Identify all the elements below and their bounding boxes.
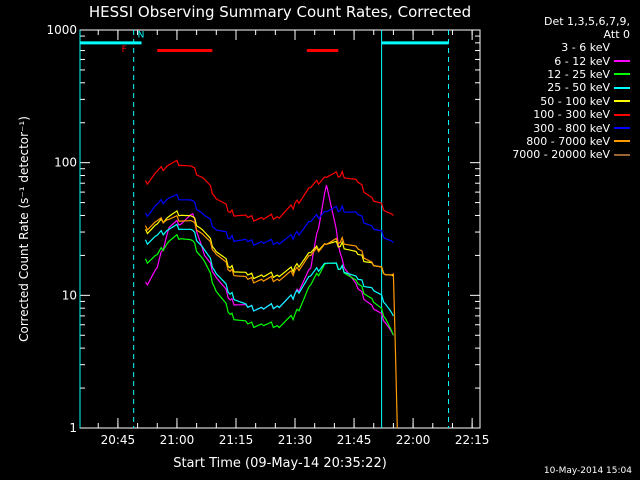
legend-swatch [614,60,630,63]
series-line [145,201,394,331]
legend-item: 50 - 100 keV [480,95,630,108]
legend-label: 12 - 25 keV [547,67,610,81]
legend-item: 6 - 12 keV [480,54,630,68]
legend-label: 100 - 300 keV [533,108,610,122]
plot-frame [79,29,481,429]
x-tick-label: 21:30 [278,433,313,447]
legend-label: 50 - 100 keV [540,94,610,108]
legend-item: 100 - 300 keV [480,108,630,121]
legend-label: 3 - 6 keV [561,41,610,55]
legend-swatch [614,113,630,116]
legend-item: 800 - 7000 keV [480,135,630,148]
series-line [144,193,394,247]
y-axis-label: Corrected Count Rate (s⁻¹ detector⁻¹) [17,116,31,342]
legend-item: 7000 - 20000 keV [480,148,630,161]
y-tick-label: 1000 [46,23,77,37]
legend-swatch [614,153,630,156]
legend-swatch [614,86,630,89]
flag-label-f: F [122,45,127,55]
series-line [144,209,394,280]
legend-swatch [614,46,630,49]
series-line [145,184,394,336]
x-tick-label: 21:00 [160,433,195,447]
legend-item: 12 - 25 keV [480,68,630,81]
series-line [144,223,394,317]
x-tick-label: 20:45 [101,433,136,447]
x-tick-label: 22:15 [455,433,490,447]
y-axis: 1 10 100 1000 [46,23,480,435]
y-tick-label: 100 [54,156,77,170]
legend-label: 7000 - 20000 keV [512,148,610,162]
series-line [144,233,394,336]
y-tick-label: 1 [69,421,77,435]
legend-item: 25 - 50 keV [480,81,630,94]
y-tick-label: 10 [62,288,77,302]
x-tick-label: 22:00 [396,433,431,447]
legend-swatch [614,100,630,103]
footer-timestamp: 10-May-2014 15:04 [543,466,632,476]
legend-swatch [614,73,630,76]
legend: 3 - 6 keV 6 - 12 keV 12 - 25 keV 25 - 50 ke… [480,41,630,162]
flag-label-n: N [138,30,145,40]
legend-swatch [614,140,630,143]
x-axis-label: Start Time (09-May-14 20:35:22) [173,456,387,471]
legend-swatch [614,127,630,130]
series-line [144,159,394,222]
legend-label: 800 - 7000 keV [526,134,610,148]
legend-header-attenuator: Att 0 [603,28,630,41]
x-axis: 20:45 21:00 21:15 21:30 21:45 22:00 22:15 [97,30,490,447]
legend-item: 3 - 6 keV [480,41,630,54]
legend-label: 25 - 50 keV [547,81,610,95]
legend-item: 300 - 800 keV [480,121,630,135]
series-line [144,214,398,429]
plot-content: FN [79,30,450,429]
legend-label: 6 - 12 keV [554,54,610,68]
x-tick-label: 21:15 [219,433,254,447]
chart-title: HESSI Observing Summary Count Rates, Cor… [89,3,471,21]
legend-header-detectors: Det 1,3,5,6,7,9, [543,15,630,28]
legend-label: 300 - 800 keV [533,121,610,135]
x-tick-label: 21:45 [337,433,372,447]
